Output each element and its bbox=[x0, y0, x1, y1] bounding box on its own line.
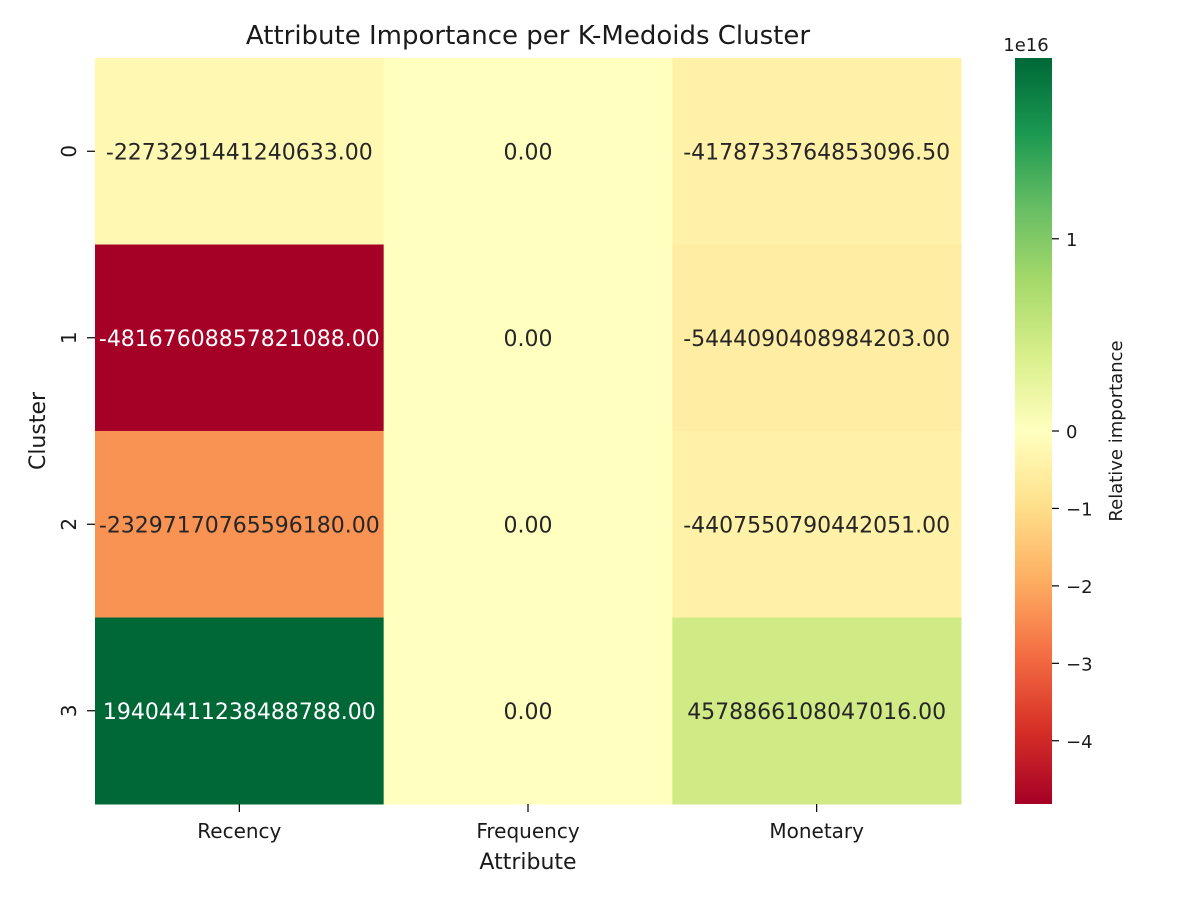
cell-label-2-2: -4407550790442051.00 bbox=[683, 513, 950, 538]
cell-label-0-2: -4178733764853096.50 bbox=[683, 140, 950, 165]
colorbar-tick-label-0: 1 bbox=[1066, 230, 1077, 251]
colorbar-tick-label-5: −4 bbox=[1066, 732, 1093, 753]
colorbar-offset-text: 1e16 bbox=[1003, 35, 1048, 56]
cell-label-2-0: -23297170765596180.00 bbox=[99, 513, 380, 538]
y-tick-label-3: 3 bbox=[57, 704, 81, 717]
cell-label-0-1: 0.00 bbox=[504, 140, 553, 165]
cell-label-3-0: 19404411238488788.00 bbox=[103, 700, 376, 725]
y-tick-label-0: 0 bbox=[57, 145, 81, 158]
colorbar-tick-label-2: −1 bbox=[1066, 499, 1093, 520]
heatmap-cell-2-2 bbox=[672, 431, 962, 618]
heatmap-cell-1-1 bbox=[383, 244, 673, 432]
y-axis: 0 1 2 3 bbox=[57, 145, 95, 717]
x-tick-label-0: Recency bbox=[197, 819, 281, 843]
x-axis-label: Attribute bbox=[479, 850, 576, 875]
heatmap-cell-3-1 bbox=[383, 617, 673, 805]
heatmap-cell-0-1 bbox=[383, 58, 673, 245]
heatmap-cell-0-2 bbox=[672, 58, 962, 245]
cell-label-1-0: -48167608857821088.00 bbox=[99, 327, 380, 352]
x-tick-label-2: Monetary bbox=[769, 819, 864, 843]
heatmap-cell-3-2 bbox=[672, 617, 962, 805]
colorbar-tick-label-4: −3 bbox=[1066, 654, 1093, 675]
colorbar-ticks: 1 0 −1 −2 −3 −4 bbox=[1052, 230, 1093, 753]
x-axis: Recency Frequency Monetary bbox=[197, 804, 864, 843]
heatmap-cell-1-0 bbox=[95, 244, 385, 432]
cell-label-1-1: 0.00 bbox=[504, 327, 553, 352]
heatmap-cell-3-0 bbox=[95, 617, 385, 805]
heatmap-cell-0-0 bbox=[95, 58, 385, 245]
y-tick-label-1: 1 bbox=[57, 331, 81, 344]
colorbar-label: Relative importance bbox=[1106, 340, 1127, 521]
heatmap-cell-2-0 bbox=[95, 431, 385, 618]
chart-title: Attribute Importance per K-Medoids Clust… bbox=[246, 21, 810, 51]
heatmap-cells bbox=[95, 58, 962, 805]
heatmap-cell-2-1 bbox=[383, 431, 673, 618]
cell-label-0-0: -2273291441240633.00 bbox=[106, 140, 373, 165]
colorbar-gradient-bar bbox=[1015, 58, 1052, 804]
x-tick-label-1: Frequency bbox=[476, 819, 579, 843]
cell-label-1-2: -5444090408984203.00 bbox=[683, 327, 950, 352]
heatmap-cell-1-2 bbox=[672, 244, 962, 432]
cell-label-3-1: 0.00 bbox=[504, 700, 553, 725]
cell-label-2-1: 0.00 bbox=[504, 513, 553, 538]
cell-label-3-2: 4578866108047016.00 bbox=[687, 700, 946, 725]
heatmap-cell-labels: -2273291441240633.00 0.00 -417873376485309… bbox=[99, 140, 950, 725]
colorbar-tick-label-1: 0 bbox=[1066, 422, 1077, 443]
colorbar-tick-label-3: −2 bbox=[1066, 577, 1093, 598]
colorbar: 1e16 Relative importance 1 0 −1 −2 −3 −4 bbox=[1003, 35, 1127, 804]
y-tick-label-2: 2 bbox=[57, 518, 81, 531]
y-axis-label: Cluster bbox=[26, 391, 51, 470]
